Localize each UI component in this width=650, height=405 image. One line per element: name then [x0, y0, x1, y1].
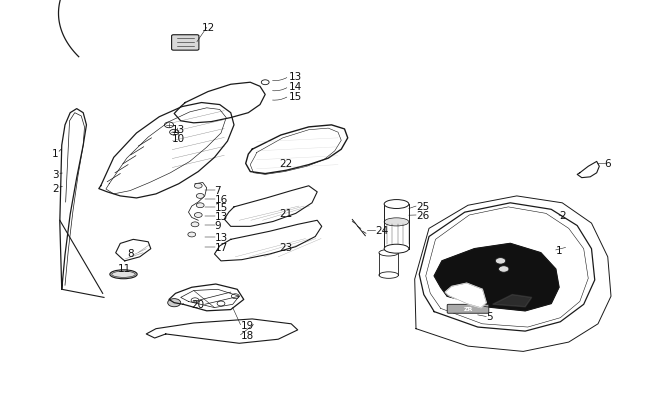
Circle shape [495, 258, 506, 264]
Text: 1: 1 [52, 149, 58, 159]
Text: 16: 16 [214, 194, 227, 204]
Circle shape [194, 213, 202, 218]
Text: 3: 3 [520, 258, 526, 267]
Ellipse shape [110, 270, 137, 279]
Text: 22: 22 [280, 159, 292, 169]
Text: 19: 19 [240, 320, 254, 330]
Polygon shape [493, 295, 532, 307]
Text: 5: 5 [486, 312, 493, 322]
Polygon shape [434, 244, 559, 311]
Circle shape [191, 298, 199, 303]
Text: 8: 8 [127, 248, 133, 258]
Text: 26: 26 [416, 211, 429, 220]
Text: ZR: ZR [463, 307, 473, 311]
Text: 17: 17 [214, 243, 227, 253]
Text: 4: 4 [520, 266, 526, 276]
Text: 14: 14 [289, 82, 302, 92]
Text: 13: 13 [172, 125, 185, 134]
Circle shape [196, 203, 204, 208]
Text: 18: 18 [240, 330, 254, 340]
Circle shape [261, 81, 269, 85]
FancyBboxPatch shape [172, 36, 199, 51]
Text: 21: 21 [280, 209, 292, 218]
Ellipse shape [384, 200, 409, 209]
Circle shape [194, 184, 202, 189]
Text: 10: 10 [172, 134, 185, 144]
Text: 13: 13 [214, 233, 227, 243]
Text: 20: 20 [192, 300, 205, 309]
Text: 2: 2 [559, 211, 566, 220]
Text: 15: 15 [214, 203, 227, 213]
Text: 9: 9 [214, 221, 221, 230]
FancyBboxPatch shape [447, 305, 489, 313]
Polygon shape [445, 284, 486, 308]
Ellipse shape [112, 271, 135, 278]
Text: 3: 3 [52, 169, 58, 179]
Text: 13: 13 [289, 72, 302, 82]
Text: 2: 2 [52, 183, 58, 193]
Text: 24: 24 [375, 225, 388, 235]
Text: 23: 23 [280, 242, 292, 252]
Ellipse shape [384, 218, 409, 226]
Circle shape [499, 266, 509, 273]
Text: 13: 13 [214, 212, 227, 222]
Text: 1: 1 [556, 245, 562, 255]
Circle shape [231, 294, 239, 299]
Text: 25: 25 [416, 202, 429, 211]
Circle shape [191, 222, 199, 227]
Circle shape [168, 299, 181, 307]
Circle shape [164, 123, 174, 128]
Ellipse shape [379, 250, 398, 256]
Circle shape [217, 301, 225, 306]
Text: 15: 15 [289, 92, 302, 101]
Text: 6: 6 [604, 159, 611, 169]
Text: 11: 11 [118, 263, 131, 273]
Circle shape [196, 194, 204, 199]
Circle shape [170, 130, 179, 136]
Circle shape [188, 232, 196, 237]
Ellipse shape [384, 245, 409, 254]
Text: 12: 12 [202, 23, 214, 33]
Ellipse shape [379, 272, 398, 279]
Text: 7: 7 [214, 185, 221, 195]
